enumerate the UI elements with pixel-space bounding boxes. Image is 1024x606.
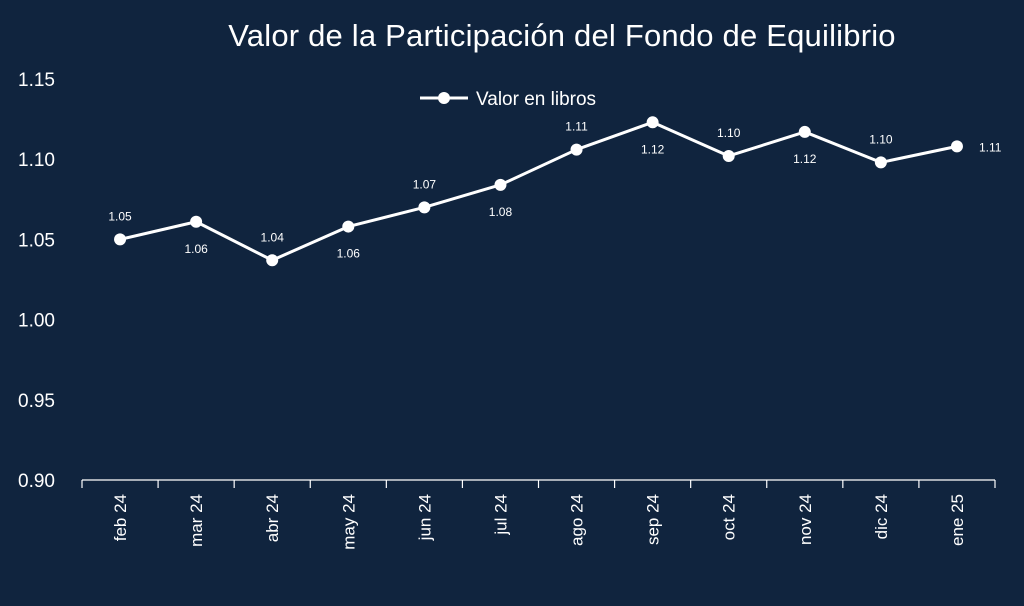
data-point — [950, 140, 963, 153]
data-label: 1.06 — [337, 247, 361, 261]
y-tick-label: 1.15 — [18, 70, 55, 91]
data-label: 1.12 — [641, 142, 665, 156]
x-tick-label: jun 24 — [415, 494, 434, 541]
data-label: 1.05 — [108, 209, 132, 223]
data-label: 1.07 — [413, 177, 437, 191]
x-tick-label: feb 24 — [111, 494, 130, 541]
data-point — [570, 143, 583, 156]
data-point — [494, 178, 507, 191]
x-tick-label: nov 24 — [796, 494, 815, 545]
data-point — [874, 156, 887, 169]
data-label: 1.12 — [793, 152, 817, 166]
data-point — [418, 201, 431, 214]
data-label: 1.10 — [717, 126, 741, 140]
y-tick-label: 0.95 — [18, 391, 55, 412]
data-point — [722, 149, 735, 162]
x-tick-label: mar 24 — [187, 494, 206, 547]
data-point — [646, 116, 659, 129]
x-tick-label: sep 24 — [644, 494, 663, 545]
data-point — [114, 233, 127, 246]
legend-label: Valor en libros — [476, 89, 596, 110]
data-label: 1.06 — [184, 242, 208, 256]
x-tick-label: ene 25 — [948, 494, 967, 546]
data-label: 1.11 — [565, 120, 588, 134]
chart-title: Valor de la Participación del Fondo de E… — [228, 18, 896, 53]
x-tick-label: ago 24 — [568, 494, 587, 546]
x-tick-label: abr 24 — [263, 494, 282, 542]
data-label: 1.10 — [869, 132, 893, 146]
x-tick-label: jul 24 — [491, 494, 510, 536]
data-label: 1.08 — [489, 205, 513, 219]
y-tick-label: 1.00 — [18, 311, 55, 332]
y-tick-label: 1.05 — [18, 230, 55, 251]
y-tick-label: 1.10 — [18, 150, 55, 171]
x-tick-label: may 24 — [339, 494, 358, 550]
x-tick-label: dic 24 — [872, 494, 891, 539]
data-point — [266, 254, 279, 267]
data-point — [190, 215, 203, 228]
data-label: 1.11 — [979, 140, 1002, 154]
data-point — [342, 220, 355, 233]
x-tick-label: oct 24 — [720, 494, 739, 540]
series-line — [119, 120, 958, 262]
y-tick-label: 0.90 — [18, 471, 55, 492]
data-point — [798, 125, 811, 138]
legend-marker — [438, 92, 450, 104]
data-label: 1.04 — [261, 230, 285, 244]
